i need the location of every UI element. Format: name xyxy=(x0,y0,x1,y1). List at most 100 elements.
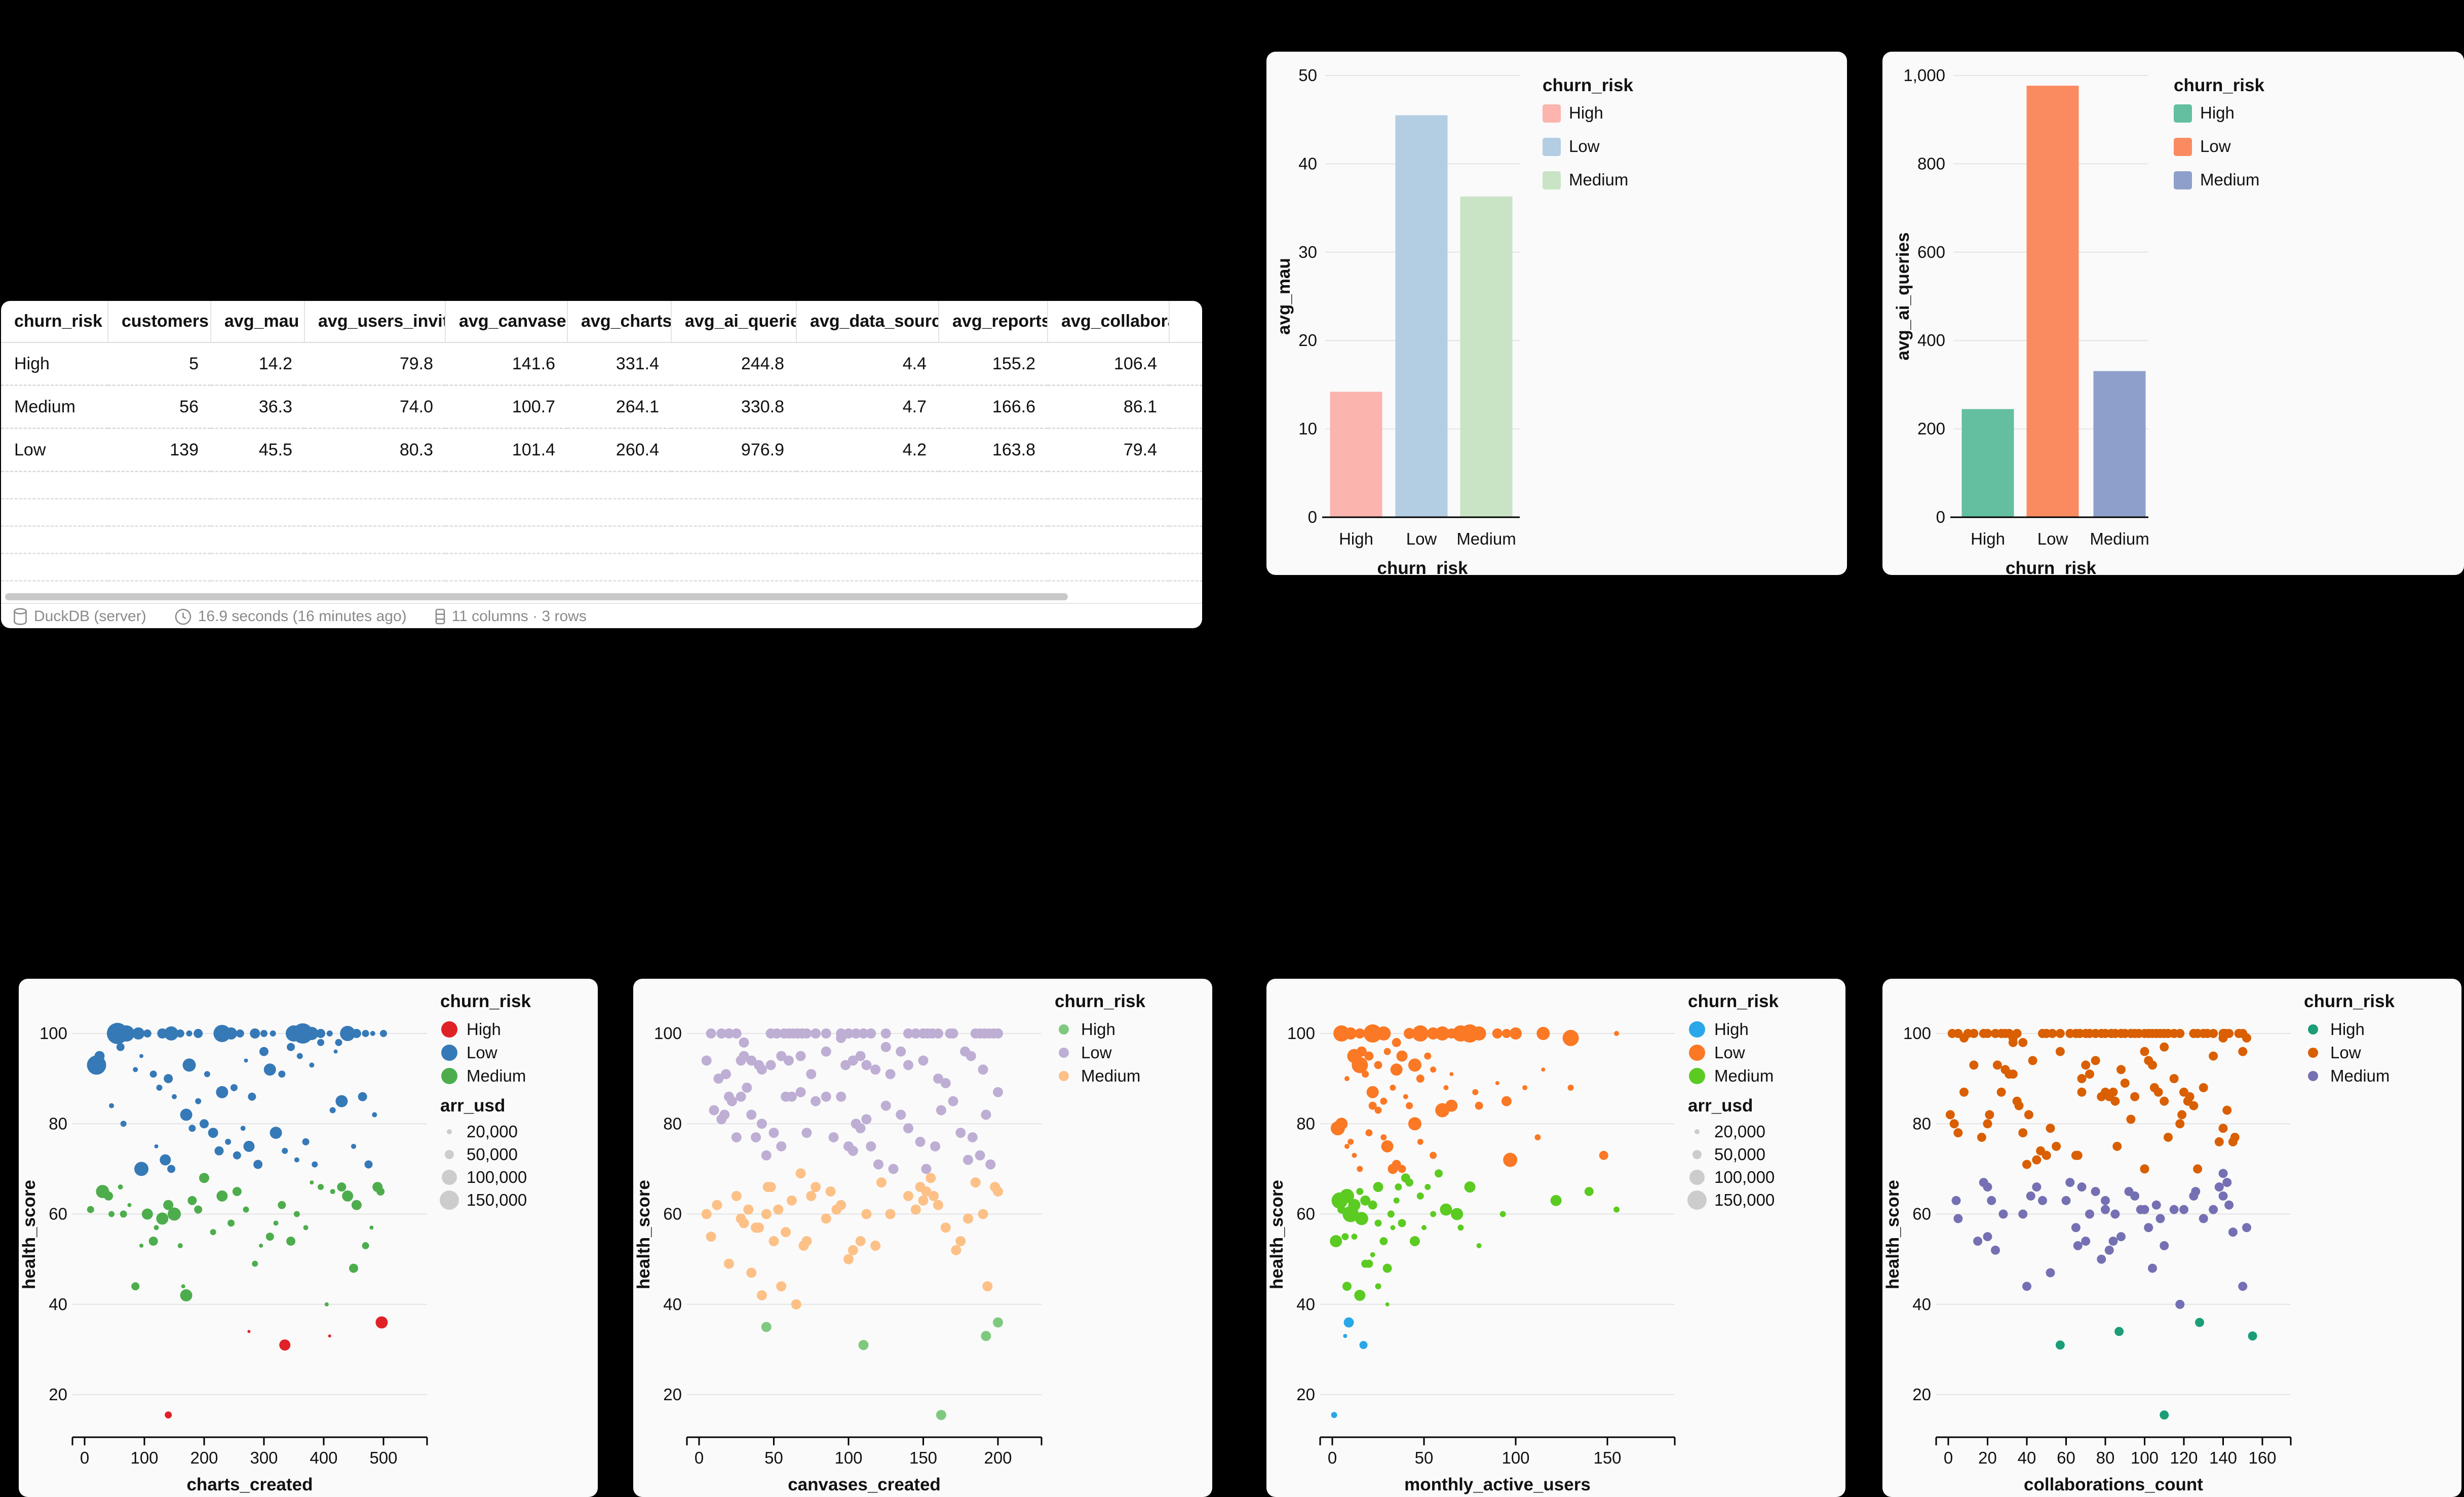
data-point[interactable] xyxy=(204,1071,210,1078)
data-point[interactable] xyxy=(2130,1092,2140,1101)
data-point[interactable] xyxy=(156,1084,163,1091)
data-point[interactable] xyxy=(2228,1227,2238,1237)
data-point[interactable] xyxy=(186,1030,192,1037)
data-point[interactable] xyxy=(2169,1074,2179,1084)
data-point[interactable] xyxy=(756,1290,767,1300)
data-point[interactable] xyxy=(940,1078,951,1089)
data-point[interactable] xyxy=(2209,1029,2218,1038)
data-point[interactable] xyxy=(210,1229,216,1236)
data-point[interactable] xyxy=(951,1245,961,1255)
data-point[interactable] xyxy=(1333,1025,1350,1042)
data-point[interactable] xyxy=(861,1114,872,1125)
data-point[interactable] xyxy=(2177,1110,2187,1120)
data-point[interactable] xyxy=(843,1028,854,1039)
data-point[interactable] xyxy=(880,1028,891,1039)
data-point[interactable] xyxy=(1344,1076,1350,1082)
data-point[interactable] xyxy=(1363,1024,1382,1043)
data-point[interactable] xyxy=(739,1037,749,1048)
data-point[interactable] xyxy=(349,1263,358,1273)
data-point[interactable] xyxy=(731,1028,742,1039)
data-point[interactable] xyxy=(739,1218,749,1229)
data-point[interactable] xyxy=(2160,1096,2169,1106)
data-point[interactable] xyxy=(811,1182,821,1193)
data-point[interactable] xyxy=(2238,1047,2248,1056)
data-point[interactable] xyxy=(1379,1237,1388,1245)
data-point[interactable] xyxy=(1343,1334,1348,1338)
data-point[interactable] xyxy=(1374,1106,1382,1114)
horizontal-scrollbar-thumb[interactable] xyxy=(5,593,1068,600)
data-point[interactable] xyxy=(2222,1105,2232,1115)
data-point[interactable] xyxy=(963,1155,973,1165)
data-point[interactable] xyxy=(1445,1099,1458,1112)
legend-dot-High[interactable] xyxy=(1059,1024,1069,1034)
data-point[interactable] xyxy=(176,1029,184,1038)
data-point[interactable] xyxy=(1973,1236,1983,1246)
data-point[interactable] xyxy=(781,1227,791,1238)
data-point[interactable] xyxy=(1354,1289,1366,1301)
data-point[interactable] xyxy=(352,1029,361,1038)
data-point[interactable] xyxy=(2101,1196,2110,1205)
data-point[interactable] xyxy=(888,1164,899,1174)
data-point[interactable] xyxy=(1613,1206,1620,1213)
data-point[interactable] xyxy=(772,1028,782,1039)
data-point[interactable] xyxy=(765,1182,776,1193)
data-point[interactable] xyxy=(2022,1282,2031,1291)
data-point[interactable] xyxy=(903,1028,913,1039)
data-point[interactable] xyxy=(761,1150,772,1161)
legend-dot-Low[interactable] xyxy=(1059,1048,1069,1058)
data-point[interactable] xyxy=(918,1055,929,1066)
data-point[interactable] xyxy=(194,1029,203,1038)
data-point[interactable] xyxy=(773,1204,784,1215)
data-point[interactable] xyxy=(2046,1124,2055,1133)
data-point[interactable] xyxy=(870,1064,881,1075)
data-point[interactable] xyxy=(172,1094,177,1099)
data-point[interactable] xyxy=(1457,1224,1464,1231)
data-point[interactable] xyxy=(160,1154,171,1166)
data-point[interactable] xyxy=(1368,1200,1377,1210)
data-point[interactable] xyxy=(2222,1178,2232,1187)
data-point[interactable] xyxy=(761,1209,772,1219)
data-point[interactable] xyxy=(2018,1038,2028,1047)
data-point[interactable] xyxy=(1396,1050,1408,1062)
data-point[interactable] xyxy=(1383,1048,1391,1055)
data-point[interactable] xyxy=(2193,1164,2203,1174)
data-point[interactable] xyxy=(1449,1072,1454,1077)
bar-Low[interactable] xyxy=(1395,115,1448,518)
data-point[interactable] xyxy=(2101,1205,2110,1214)
data-point[interactable] xyxy=(1430,1211,1437,1217)
data-point[interactable] xyxy=(978,1064,988,1075)
data-point[interactable] xyxy=(1352,1153,1357,1158)
data-point[interactable] xyxy=(259,1243,263,1248)
data-point[interactable] xyxy=(2097,1254,2106,1264)
data-point[interactable] xyxy=(1359,1340,1368,1349)
data-point[interactable] xyxy=(713,1073,724,1084)
data-point[interactable] xyxy=(1424,1052,1432,1060)
data-point[interactable] xyxy=(180,1108,192,1121)
data-point[interactable] xyxy=(1472,1089,1479,1095)
data-point[interactable] xyxy=(2077,1087,2087,1097)
data-point[interactable] xyxy=(1430,1151,1437,1159)
data-point[interactable] xyxy=(2046,1268,2055,1278)
data-point[interactable] xyxy=(743,1204,754,1215)
data-point[interactable] xyxy=(1550,1195,1562,1206)
data-point[interactable] xyxy=(2077,1182,2087,1192)
data-point[interactable] xyxy=(2085,1209,2094,1219)
data-point[interactable] xyxy=(2114,1327,2124,1336)
data-point[interactable] xyxy=(2160,1241,2169,1250)
data-point[interactable] xyxy=(2175,1029,2185,1038)
data-point[interactable] xyxy=(364,1160,373,1169)
data-point[interactable] xyxy=(1392,1038,1401,1047)
data-point[interactable] xyxy=(903,1123,913,1134)
data-point[interactable] xyxy=(955,1128,966,1138)
data-point[interactable] xyxy=(1599,1150,1608,1160)
data-point[interactable] xyxy=(866,1028,876,1039)
data-point[interactable] xyxy=(337,1182,346,1192)
data-point[interactable] xyxy=(2153,1087,2163,1097)
data-point[interactable] xyxy=(163,1200,174,1210)
data-point[interactable] xyxy=(2191,1186,2201,1196)
data-point[interactable] xyxy=(2085,1069,2094,1079)
data-point[interactable] xyxy=(2214,1137,2224,1146)
data-point[interactable] xyxy=(154,1144,159,1148)
data-point[interactable] xyxy=(903,1191,913,1201)
data-point[interactable] xyxy=(1949,1119,1959,1129)
